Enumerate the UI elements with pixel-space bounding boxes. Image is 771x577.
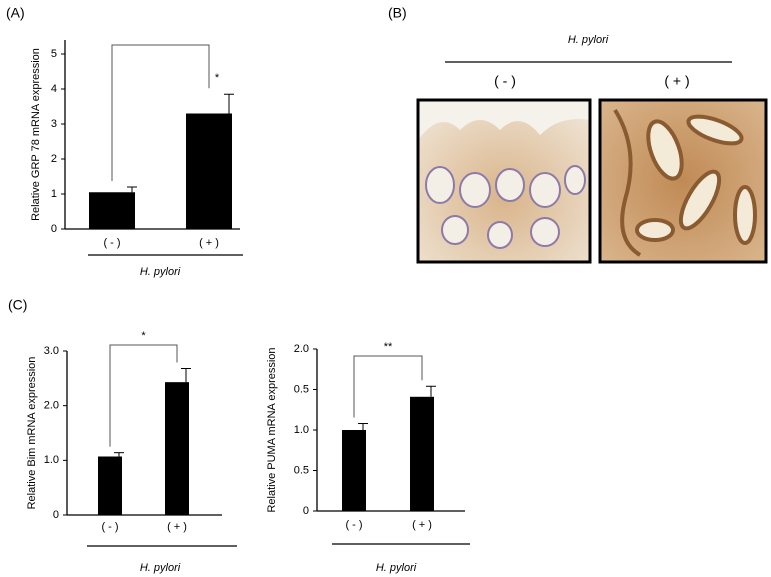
y-tick-label: 1.0 — [44, 454, 59, 466]
panel-label: (C) — [8, 297, 27, 313]
x-tick-label: ( + ) — [199, 237, 219, 249]
significance-label: * — [141, 330, 146, 342]
y-axis-label: Relative PUMA mRNA expression — [266, 347, 278, 512]
condition-label: ( - ) — [494, 73, 516, 89]
y-tick-label: 3 — [51, 118, 57, 130]
bar — [186, 113, 232, 229]
bar — [98, 456, 122, 515]
significance-bracket — [111, 44, 210, 181]
micrograph — [598, 98, 768, 264]
x-axis-label: H. pylori — [140, 562, 181, 574]
x-tick-label: ( + ) — [412, 519, 432, 531]
y-tick-label: 2 — [51, 153, 57, 165]
x-tick-label: ( - ) — [345, 519, 362, 531]
y-tick-label: 2.0 — [294, 343, 309, 355]
y-tick-label: 1 — [51, 188, 57, 200]
y-tick-label: 3.0 — [44, 345, 59, 357]
y-tick-label: 0.5 — [294, 383, 309, 395]
significance-label: * — [215, 72, 220, 84]
bar — [89, 192, 135, 229]
y-axis-label: Relative GRP 78 mRNA expression — [30, 48, 42, 221]
significance-label: ** — [384, 341, 393, 353]
bar — [410, 396, 434, 511]
x-tick-label: ( + ) — [167, 521, 187, 533]
significance-bracket — [109, 344, 178, 447]
y-tick-label: 1.0 — [294, 424, 309, 436]
y-tick-label: 4 — [51, 83, 57, 95]
group-label: H. pylori — [568, 34, 609, 46]
x-axis-label: H. pylori — [376, 562, 417, 574]
x-tick-label: ( - ) — [103, 237, 120, 249]
y-axis-label: Relative Bim mRNA expression — [26, 357, 38, 510]
y-tick-label: 5 — [51, 48, 57, 60]
y-tick-label: 0 — [51, 223, 57, 235]
y-tick-label: 2.0 — [44, 400, 59, 412]
x-tick-label: ( - ) — [101, 521, 118, 533]
significance-bracket — [353, 355, 423, 418]
bar — [165, 382, 189, 515]
panel-label: (B) — [388, 5, 407, 21]
y-tick-label: 0.5 — [294, 464, 309, 476]
y-tick-label: 0 — [303, 505, 309, 517]
panel-label: (A) — [6, 5, 25, 21]
condition-label: ( + ) — [664, 73, 689, 89]
micrograph — [416, 98, 592, 264]
y-tick-label: 0 — [53, 509, 59, 521]
x-axis-label: H. pylori — [140, 266, 181, 278]
bar — [342, 430, 366, 511]
